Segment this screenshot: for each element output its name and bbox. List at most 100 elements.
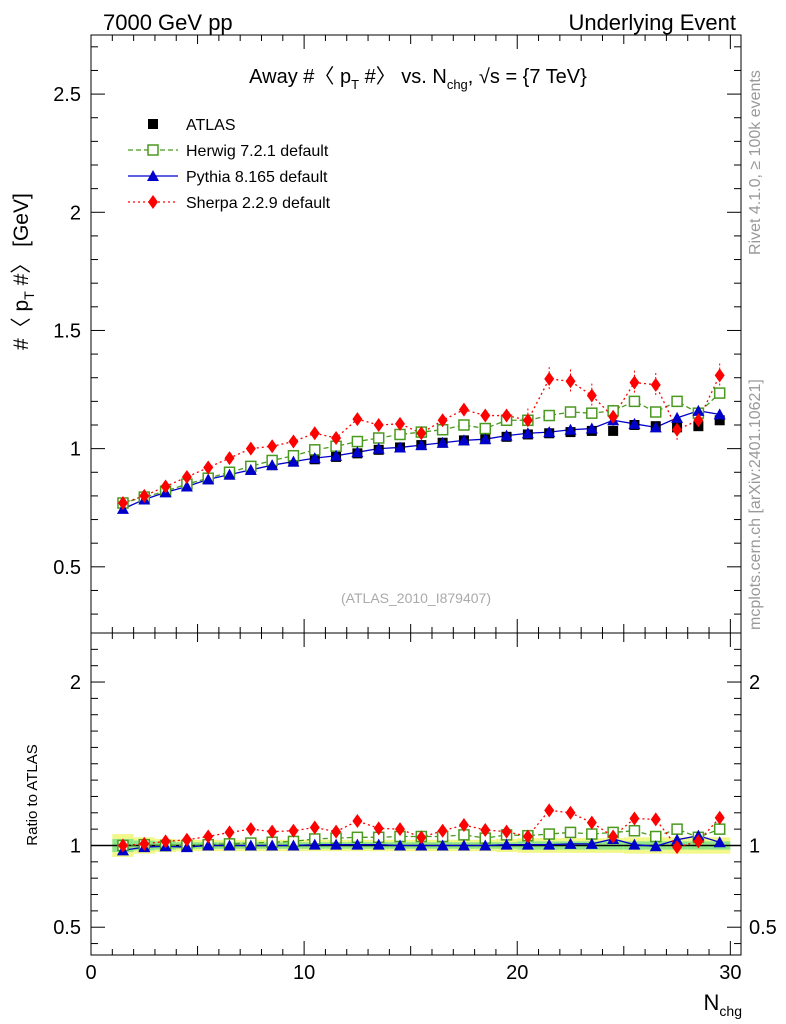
pythia-point xyxy=(180,480,193,492)
sherpa-point xyxy=(309,426,320,441)
atlas-point xyxy=(608,425,619,436)
sherpa-point xyxy=(395,416,406,431)
ratio-y-tick-label: 1 xyxy=(70,835,81,857)
herwig-point xyxy=(650,406,662,418)
pythia-ratio-point xyxy=(287,839,300,851)
sherpa-ratio-point xyxy=(416,830,427,845)
ratio-xlabel: Nchg xyxy=(704,990,742,1019)
sherpa-ratio-point xyxy=(501,824,512,839)
sherpa-ratio-point xyxy=(395,822,406,837)
pythia-point xyxy=(415,439,428,451)
pythia-ratio-point xyxy=(500,838,513,850)
pythia-ratio-point xyxy=(394,839,407,851)
legend-label-herwig: Herwig 7.2.1 default xyxy=(186,143,329,160)
sherpa-ratio-point xyxy=(650,812,661,827)
sherpa-point xyxy=(608,409,619,424)
herwig-point xyxy=(543,409,555,422)
pythia-ratio-point xyxy=(479,839,492,851)
sherpa-ratio-point xyxy=(309,820,320,835)
pythia-point xyxy=(585,422,598,434)
sherpa-ratio-point xyxy=(117,838,128,853)
sherpa-point xyxy=(203,460,214,475)
y-tick-label: 2 xyxy=(70,202,81,224)
herwig-point xyxy=(479,422,492,435)
pythia-ratio-point xyxy=(308,838,321,850)
legend-label-atlas: ATLAS xyxy=(186,117,236,134)
pythia-ratio-point xyxy=(713,836,726,848)
y-tick-label: 1.5 xyxy=(53,320,81,342)
sherpa-point xyxy=(565,374,576,389)
sherpa-point xyxy=(586,388,597,403)
ratio-frame xyxy=(90,632,742,956)
pythia-ratio-point xyxy=(521,838,534,850)
x-tick-label: 10 xyxy=(293,962,315,984)
pythia-point xyxy=(223,468,236,480)
pythia-ratio-point xyxy=(671,833,684,845)
pythia-point xyxy=(692,404,705,416)
pythia-ratio-point xyxy=(372,838,385,850)
sherpa-ratio-point xyxy=(586,815,597,830)
sherpa-point xyxy=(672,422,683,437)
sherpa-point xyxy=(373,418,384,432)
herwig-point xyxy=(671,395,683,408)
herwig-ratio-point xyxy=(713,823,726,835)
pythia-ratio-point xyxy=(564,837,577,849)
pythia-point xyxy=(372,442,385,454)
herwig-ratio-point xyxy=(650,830,662,843)
pythia-point xyxy=(266,459,279,471)
sherpa-ratio-point xyxy=(544,803,555,818)
sherpa-ratio-point xyxy=(608,829,619,844)
sherpa-ratio-point xyxy=(629,811,640,826)
pythia-ratio-point xyxy=(223,839,236,851)
legend-marker-sherpa xyxy=(148,195,158,209)
pythia-ratio-point xyxy=(244,839,257,851)
herwig-point xyxy=(586,407,598,419)
pythia-point xyxy=(713,408,726,420)
sherpa-ratio-point xyxy=(565,805,576,820)
sherpa-ratio-point xyxy=(373,821,384,836)
herwig-point xyxy=(564,406,577,418)
sherpa-point xyxy=(650,377,661,392)
sherpa-point xyxy=(501,408,512,423)
legend-marker-pythia xyxy=(147,170,159,181)
sherpa-ratio-point xyxy=(437,823,448,838)
sherpa-ratio-point xyxy=(352,813,363,828)
ratio-y-tick-label: 0.5 xyxy=(53,917,81,939)
ratio-y-tick-label-right: 2 xyxy=(749,672,760,694)
sherpa-point xyxy=(331,431,342,445)
x-tick-label: 20 xyxy=(506,962,528,984)
sherpa-ratio-point xyxy=(672,840,683,855)
main-ylabel: #〈 pT #〉 [GeV] xyxy=(10,193,37,350)
pythia-point xyxy=(436,436,449,448)
pythia-ratio-point xyxy=(585,837,598,849)
sherpa-point xyxy=(117,496,128,510)
herwig-point xyxy=(713,387,726,399)
sherpa-ratio-point xyxy=(181,832,192,847)
y-tick-label: 0.5 xyxy=(53,557,81,579)
sherpa-ratio-point xyxy=(693,834,704,849)
sherpa-point xyxy=(629,375,640,390)
ratio-ylabel: Ratio to ATLAS xyxy=(24,744,41,845)
herwig-ratio-point xyxy=(586,828,598,840)
herwig-ratio-point xyxy=(671,823,683,835)
x-tick-label: 30 xyxy=(719,962,741,984)
sherpa-ratio-point xyxy=(331,824,342,839)
atlas-point xyxy=(714,415,725,426)
pythia-ratio-point xyxy=(628,838,641,850)
sherpa-point xyxy=(544,371,555,386)
ratio-y-tick-label-right: 1 xyxy=(749,835,760,857)
herwig-point xyxy=(394,428,406,441)
pythia-point xyxy=(202,473,215,485)
sherpa-ratio-point xyxy=(224,825,235,840)
sherpa-point xyxy=(458,402,469,417)
pythia-point xyxy=(671,411,684,423)
pythia-ratio-point xyxy=(457,839,470,851)
ratio-y-tick-label-right: 0.5 xyxy=(749,917,777,939)
sherpa-ratio-point xyxy=(714,810,725,825)
herwig-point xyxy=(628,395,641,408)
pythia-point xyxy=(287,455,300,467)
sherpa-point xyxy=(437,413,448,428)
sherpa-point xyxy=(416,426,427,441)
sherpa-ratio-point xyxy=(203,829,214,844)
header-right: Underlying Event xyxy=(568,10,736,35)
